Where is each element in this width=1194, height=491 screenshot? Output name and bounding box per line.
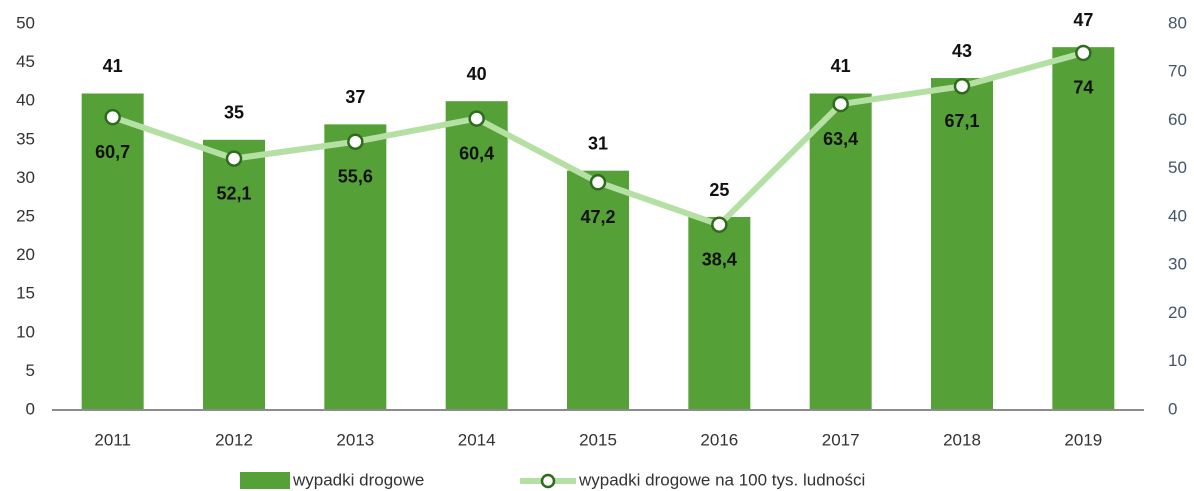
line-marker [468,110,485,127]
bar [688,217,751,410]
legend-label: wypadki drogowe na 100 tys. ludności [578,470,865,489]
bar [1052,47,1115,410]
line-value-label: 55,6 [338,166,373,186]
y-tick-label: 25 [16,206,35,225]
bar [931,78,993,410]
bar-value-label: 41 [103,56,123,76]
line-value-label: 67,1 [944,111,979,131]
bar-value-label: 41 [831,56,851,76]
y-tick-label: 10 [16,322,35,341]
line-marker [104,108,121,126]
y-tick-label: 50 [16,13,35,32]
line-value-label: 38,4 [702,249,737,269]
line-marker [832,95,849,113]
y-tick-label: 20 [16,245,35,264]
legend-label: wypadki drogowe [292,470,424,489]
bar-value-label: 47 [1073,10,1093,30]
line-marker [1075,44,1092,62]
x-tick-label: 2011 [94,430,131,449]
bar [203,139,265,411]
y2-tick-label: 30 [1168,255,1187,274]
y-tick-label: 0 [26,399,35,418]
x-tick-label: 2018 [943,430,981,449]
bar-value-label: 37 [345,87,365,107]
line-marker [711,216,728,233]
line-value-label: 74 [1073,78,1093,98]
line-marker [347,133,364,150]
y-tick-label: 35 [16,129,35,148]
bar-value-label: 25 [709,180,729,200]
y2-tick-label: 50 [1168,158,1187,177]
x-tick-label: 2015 [579,430,617,449]
bar [324,124,387,411]
bar-value-label: 31 [588,133,608,153]
legend-swatch [240,472,290,489]
line-marker [953,77,971,95]
x-tick-label: 2016 [700,430,738,449]
y-tick-label: 5 [26,361,35,380]
bar-value-label: 35 [224,103,244,123]
line-marker [225,150,243,167]
bar [81,93,144,410]
y2-tick-label: 20 [1168,303,1187,322]
y-tick-label: 40 [16,91,35,110]
y-tick-label: 15 [16,284,35,303]
bar [809,93,872,410]
y2-tick-label: 40 [1168,206,1187,225]
y2-tick-label: 10 [1168,351,1187,370]
y2-tick-label: 0 [1168,399,1177,418]
line-value-label: 60,7 [95,142,130,162]
x-tick-label: 2014 [458,430,496,449]
x-tick-label: 2012 [215,430,253,449]
y2-tick-label: 60 [1168,110,1187,129]
line-value-label: 47,2 [580,207,615,227]
y-tick-label: 45 [16,52,35,71]
line-value-label: 63,4 [823,129,858,149]
x-tick-label: 2013 [336,430,374,449]
line-value-label: 52,1 [216,183,251,203]
bar [445,101,508,410]
line-value-label: 60,4 [459,143,494,163]
bar-value-label: 43 [952,41,972,61]
bar [567,170,629,410]
bar-value-label: 40 [467,64,487,84]
x-tick-label: 2017 [822,430,860,449]
line-marker [589,174,607,191]
y-tick-label: 30 [16,168,35,187]
legend-marker [540,473,556,489]
y2-tick-label: 80 [1168,13,1187,32]
x-tick-label: 2019 [1064,430,1102,449]
y2-tick-label: 70 [1168,62,1187,81]
